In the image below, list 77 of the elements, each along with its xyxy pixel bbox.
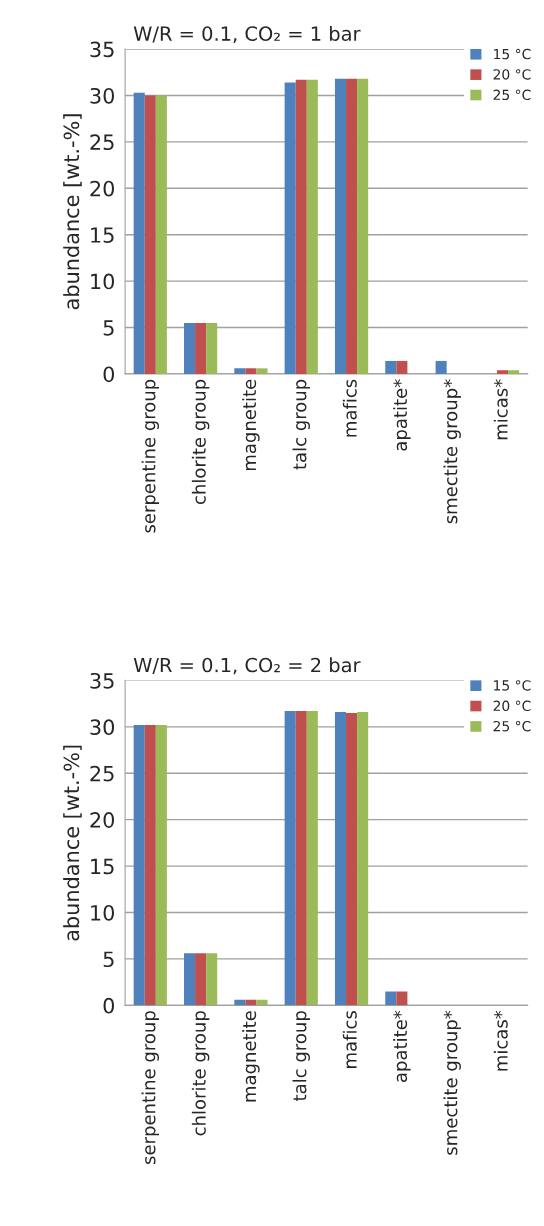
y-tick-label: 10 bbox=[91, 904, 115, 921]
x-tick-label: micas* bbox=[493, 379, 508, 440]
legend-label: 20 °C bbox=[493, 69, 531, 80]
x-tick-label: apatite* bbox=[393, 379, 411, 451]
y-tick-label: 35 bbox=[90, 41, 114, 58]
y-tick-label: 15 bbox=[91, 227, 114, 243]
bar bbox=[183, 322, 196, 374]
y-tick-label: 15 bbox=[91, 858, 114, 875]
x-tick-label: mafics bbox=[342, 379, 357, 437]
bar bbox=[385, 991, 397, 1006]
bar bbox=[357, 711, 369, 1006]
x-tick-label: magnetite bbox=[242, 379, 260, 471]
bar bbox=[234, 368, 246, 374]
bar bbox=[195, 322, 207, 374]
y-tick-label: 10 bbox=[91, 273, 115, 290]
bar bbox=[396, 360, 408, 374]
y-axis-title: abundance [wt.-%] bbox=[63, 745, 82, 941]
bar bbox=[133, 92, 145, 374]
legend-label: 15 °C bbox=[494, 48, 531, 60]
y-tick-label: 20 bbox=[90, 180, 115, 197]
bar bbox=[357, 78, 369, 374]
bar bbox=[334, 78, 347, 374]
bar bbox=[206, 322, 218, 374]
x-tick-label: smectite group* bbox=[443, 1010, 461, 1155]
bar bbox=[133, 724, 145, 1006]
y-tick-label: 25 bbox=[90, 765, 114, 782]
bar bbox=[306, 711, 318, 1006]
bar bbox=[284, 82, 296, 374]
y-tick-label: 0 bbox=[103, 366, 115, 383]
x-tick-label: talc group bbox=[292, 1011, 310, 1101]
bar bbox=[334, 711, 347, 1006]
bar bbox=[155, 724, 167, 1006]
bar bbox=[144, 724, 156, 1006]
y-tick-label: 20 bbox=[90, 812, 115, 828]
x-tick-label: smectite group* bbox=[443, 379, 461, 524]
chart-title: W/R = 0.1, CO₂ = 2 bar bbox=[133, 657, 361, 675]
legend-label: 15 °C bbox=[494, 680, 531, 691]
bar bbox=[195, 953, 207, 1006]
bar bbox=[284, 711, 296, 1006]
legend-label: 25 °C bbox=[493, 720, 531, 732]
bar bbox=[256, 999, 268, 1006]
bar bbox=[396, 991, 408, 1006]
bar bbox=[256, 368, 268, 374]
x-tick-label: talc group bbox=[292, 379, 310, 470]
y-tick-label: 30 bbox=[90, 719, 115, 736]
bar bbox=[306, 79, 318, 374]
bar bbox=[245, 368, 257, 374]
x-tick-label: serpentine group bbox=[141, 1011, 160, 1164]
y-tick-label: 0 bbox=[103, 997, 115, 1014]
y-tick-label: 30 bbox=[90, 87, 115, 104]
x-tick-label: serpentine group bbox=[141, 379, 160, 533]
bar bbox=[496, 370, 509, 374]
bar bbox=[346, 712, 358, 1006]
bar bbox=[295, 711, 307, 1006]
y-tick-label: 5 bbox=[103, 320, 114, 336]
x-tick-label: apatite* bbox=[393, 1010, 411, 1082]
x-tick-label: chlorite group bbox=[191, 1011, 210, 1136]
bar bbox=[346, 78, 358, 374]
y-axis-title: abundance [wt.-%] bbox=[63, 114, 82, 310]
bar bbox=[435, 360, 447, 374]
bar bbox=[206, 953, 218, 1006]
legend-label: 20 °C bbox=[493, 700, 531, 712]
bar bbox=[508, 370, 520, 374]
chart-title: W/R = 0.1, CO₂ = 1 bar bbox=[133, 25, 361, 43]
bar bbox=[295, 79, 307, 374]
y-tick-label: 35 bbox=[90, 672, 114, 689]
bar bbox=[155, 95, 167, 374]
bar bbox=[183, 953, 196, 1006]
x-tick-label: magnetite bbox=[242, 1011, 260, 1102]
x-tick-label: chlorite group bbox=[191, 379, 210, 505]
x-tick-label: micas* bbox=[493, 1010, 508, 1071]
y-tick-label: 25 bbox=[90, 134, 114, 151]
bar bbox=[144, 95, 156, 374]
y-tick-label: 5 bbox=[103, 951, 114, 968]
bar bbox=[385, 360, 397, 374]
legend-label: 25 °C bbox=[493, 89, 531, 101]
x-tick-label: mafics bbox=[342, 1011, 357, 1068]
